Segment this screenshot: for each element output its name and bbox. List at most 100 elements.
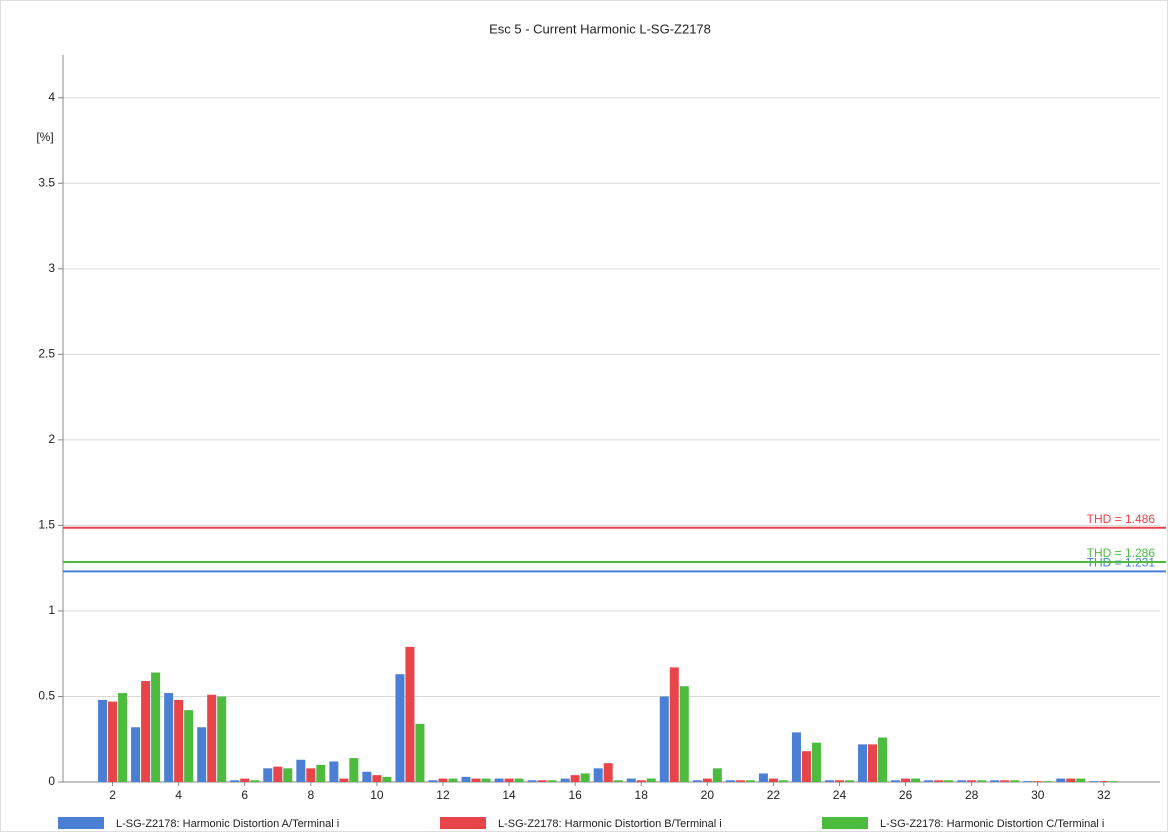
- bar: [184, 710, 194, 782]
- legend-swatch: [58, 817, 104, 829]
- bar: [174, 699, 184, 782]
- bar: [1066, 778, 1076, 782]
- bar: [891, 780, 901, 782]
- bar: [164, 693, 174, 782]
- bar: [659, 696, 669, 782]
- bar: [141, 681, 151, 782]
- bar: [217, 696, 227, 782]
- bar: [679, 686, 689, 782]
- bar: [471, 778, 481, 782]
- bar: [560, 778, 570, 782]
- x-tick-label: 28: [965, 788, 979, 802]
- bar: [824, 780, 834, 782]
- bar: [924, 780, 934, 782]
- bar: [1089, 781, 1099, 782]
- bar: [636, 780, 646, 782]
- bar: [405, 646, 415, 782]
- bar: [395, 674, 405, 782]
- bar: [646, 778, 656, 782]
- x-tick-label: 26: [899, 788, 913, 802]
- bar: [263, 768, 273, 782]
- legend-swatch: [440, 817, 486, 829]
- bar: [1099, 781, 1109, 782]
- bar: [868, 744, 878, 782]
- bar: [296, 759, 306, 782]
- bar: [273, 766, 283, 782]
- x-tick-label: 6: [241, 788, 248, 802]
- bar: [240, 778, 250, 782]
- y-tick-label: 2: [48, 432, 55, 446]
- bar: [791, 732, 801, 782]
- bar: [934, 780, 944, 782]
- bar: [1109, 781, 1119, 782]
- y-tick-label: 1.5: [38, 518, 55, 532]
- bar: [504, 778, 514, 782]
- bar: [712, 768, 722, 782]
- x-tick-label: 12: [436, 788, 450, 802]
- x-tick-label: 2: [109, 788, 116, 802]
- bar: [362, 771, 372, 782]
- y-tick-label: 1: [48, 603, 55, 617]
- bar: [669, 667, 679, 782]
- bar: [329, 761, 339, 782]
- bar: [1033, 781, 1043, 782]
- y-tick-label: 3: [48, 261, 55, 275]
- bar: [448, 778, 458, 782]
- x-tick-label: 8: [307, 788, 314, 802]
- bar: [735, 780, 745, 782]
- bar: [603, 763, 613, 782]
- bar: [461, 776, 471, 782]
- thd-label: THD = 1.486: [1087, 512, 1156, 526]
- bar: [207, 694, 217, 782]
- bar: [481, 778, 491, 782]
- bar: [580, 773, 590, 782]
- bar: [911, 778, 921, 782]
- bar: [626, 778, 636, 782]
- legend-label: L-SG-Z2178: Harmonic Distortion C/Termin…: [880, 818, 1104, 830]
- bar: [537, 780, 547, 782]
- x-tick-label: 10: [370, 788, 384, 802]
- bar: [415, 723, 425, 782]
- bar: [1076, 778, 1086, 782]
- bar: [858, 744, 868, 782]
- bar: [306, 768, 316, 782]
- bar: [339, 778, 349, 782]
- bar: [349, 758, 359, 782]
- bar: [1010, 780, 1020, 782]
- bar: [494, 778, 504, 782]
- bar: [811, 742, 821, 782]
- bar: [801, 751, 811, 782]
- bar: [1043, 781, 1053, 782]
- bar: [990, 780, 1000, 782]
- legend-label: L-SG-Z2178: Harmonic Distortion B/Termin…: [498, 818, 722, 830]
- chart-title: Esc 5 - Current Harmonic L-SG-Z2178: [489, 21, 711, 36]
- x-tick-label: 30: [1031, 788, 1045, 802]
- bar: [702, 778, 712, 782]
- bar: [1000, 780, 1010, 782]
- bar: [593, 768, 603, 782]
- bar: [438, 778, 448, 782]
- bar: [613, 780, 623, 782]
- bar: [98, 699, 108, 782]
- y-tick-label: 0: [48, 774, 55, 788]
- y-axis-label: [%]: [36, 130, 53, 144]
- bar: [901, 778, 911, 782]
- bar: [197, 727, 207, 782]
- x-tick-label: 22: [767, 788, 781, 802]
- y-tick-label: 3.5: [38, 175, 55, 189]
- x-tick-label: 18: [635, 788, 649, 802]
- bar: [834, 780, 844, 782]
- bar: [250, 780, 260, 782]
- bar: [118, 693, 128, 782]
- y-tick-label: 2.5: [38, 347, 55, 361]
- bar: [758, 773, 768, 782]
- x-tick-label: 14: [502, 788, 516, 802]
- bar: [1023, 781, 1033, 782]
- bar: [944, 780, 954, 782]
- bar: [108, 701, 118, 782]
- bar: [692, 780, 702, 782]
- bar: [372, 775, 382, 782]
- bar: [778, 780, 788, 782]
